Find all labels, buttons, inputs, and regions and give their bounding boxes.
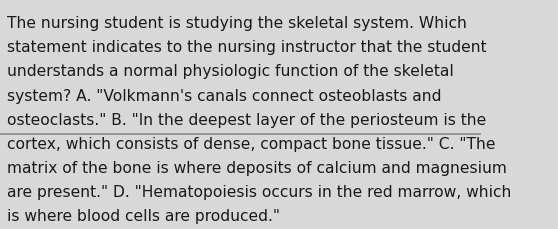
Text: matrix of the bone is where deposits of calcium and magnesium: matrix of the bone is where deposits of …	[7, 160, 507, 175]
Text: The nursing student is studying the skeletal system. Which: The nursing student is studying the skel…	[7, 16, 467, 31]
Text: osteoclasts." B. "In the deepest layer of the periosteum is the: osteoclasts." B. "In the deepest layer o…	[7, 112, 487, 127]
Text: system? A. "Volkmann's canals connect osteoblasts and: system? A. "Volkmann's canals connect os…	[7, 88, 442, 103]
Text: understands a normal physiologic function of the skeletal: understands a normal physiologic functio…	[7, 64, 454, 79]
Text: statement indicates to the nursing instructor that the student: statement indicates to the nursing instr…	[7, 40, 487, 55]
Text: cortex, which consists of dense, compact bone tissue." C. "The: cortex, which consists of dense, compact…	[7, 136, 496, 151]
Text: are present." D. "Hematopoiesis occurs in the red marrow, which: are present." D. "Hematopoiesis occurs i…	[7, 184, 512, 199]
Text: is where blood cells are produced.": is where blood cells are produced."	[7, 208, 280, 223]
